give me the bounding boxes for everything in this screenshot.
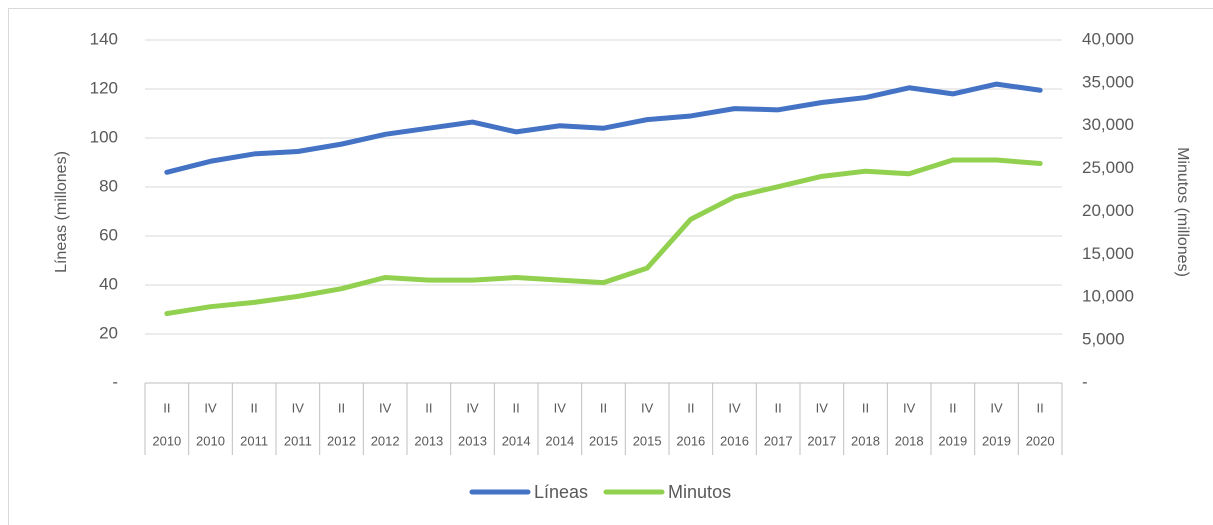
- x-tick-label: IV: [379, 400, 392, 415]
- x-tick-label: IV: [816, 400, 829, 415]
- x-tick-label: 2013: [414, 433, 443, 448]
- legend-label: Minutos: [668, 482, 731, 502]
- y2-tick-label: 30,000: [1082, 115, 1134, 134]
- x-tick-label: IV: [204, 400, 217, 415]
- x-tick-label: 2016: [720, 433, 749, 448]
- x-tick-label: 2018: [895, 433, 924, 448]
- x-tick-label: 2010: [196, 433, 225, 448]
- y2-tick-label: 5,000: [1082, 330, 1125, 349]
- x-tick-label: 2015: [589, 433, 618, 448]
- x-tick-label: IV: [466, 400, 479, 415]
- series-line: [164, 157, 1043, 317]
- x-tick-label: II: [513, 400, 520, 415]
- x-tick-label: II: [775, 400, 782, 415]
- x-tick-label: 2014: [502, 433, 531, 448]
- x-tick-label: II: [425, 400, 432, 415]
- x-tick-label: II: [1037, 400, 1044, 415]
- x-tick-label: II: [251, 400, 258, 415]
- x-tick-label: II: [862, 400, 869, 415]
- x-tick-label: IV: [641, 400, 654, 415]
- y2-tick-label: 20,000: [1082, 201, 1134, 220]
- x-tick-label: 2017: [807, 433, 836, 448]
- y-tick-label: 40: [99, 274, 118, 293]
- x-tick-label: 2018: [851, 433, 880, 448]
- y-tick-label: 100: [90, 127, 118, 146]
- x-tick-label: 2012: [371, 433, 400, 448]
- y2-tick-label: 40,000: [1082, 29, 1134, 48]
- x-tick-label: 2014: [545, 433, 574, 448]
- x-tick-label: 2017: [764, 433, 793, 448]
- x-tick-label: II: [949, 400, 956, 415]
- chart-frame: [8, 8, 1213, 525]
- y2-axis-title: Minutos (millones): [1174, 147, 1191, 277]
- x-tick-label: 2016: [676, 433, 705, 448]
- x-tick-label: 2019: [982, 433, 1011, 448]
- series-line: [164, 81, 1043, 175]
- x-tick-label: IV: [292, 400, 305, 415]
- x-tick-label: IV: [728, 400, 741, 415]
- x-tick-label: 2020: [1026, 433, 1055, 448]
- x-tick-label: II: [338, 400, 345, 415]
- y2-tick-label: 10,000: [1082, 287, 1134, 306]
- x-tick-label: 2010: [152, 433, 181, 448]
- y-tick-label: 120: [90, 78, 118, 97]
- x-tick-label: IV: [990, 400, 1003, 415]
- y-tick-label: -: [112, 372, 118, 391]
- x-tick-label: 2015: [633, 433, 662, 448]
- y2-tick-label: 25,000: [1082, 158, 1134, 177]
- x-tick-label: II: [163, 400, 170, 415]
- y2-tick-label: -: [1082, 372, 1088, 391]
- y2-tick-label: 15,000: [1082, 244, 1134, 263]
- y-tick-label: 60: [99, 225, 118, 244]
- x-tick-label: IV: [554, 400, 567, 415]
- x-tick-label: II: [687, 400, 694, 415]
- y-axis-title: Líneas (millones): [53, 151, 70, 273]
- x-tick-label: IV: [903, 400, 916, 415]
- x-tick-label: 2012: [327, 433, 356, 448]
- y-tick-label: 80: [99, 176, 118, 195]
- x-tick-label: 2013: [458, 433, 487, 448]
- x-tick-label: II: [600, 400, 607, 415]
- y-tick-label: 140: [90, 29, 118, 48]
- x-tick-label: 2019: [938, 433, 967, 448]
- legend-label: Líneas: [534, 482, 588, 502]
- y-tick-label: 20: [99, 323, 118, 342]
- x-tick-label: 2011: [284, 433, 312, 448]
- x-tick-label: 2011: [240, 433, 268, 448]
- y2-tick-label: 35,000: [1082, 72, 1134, 91]
